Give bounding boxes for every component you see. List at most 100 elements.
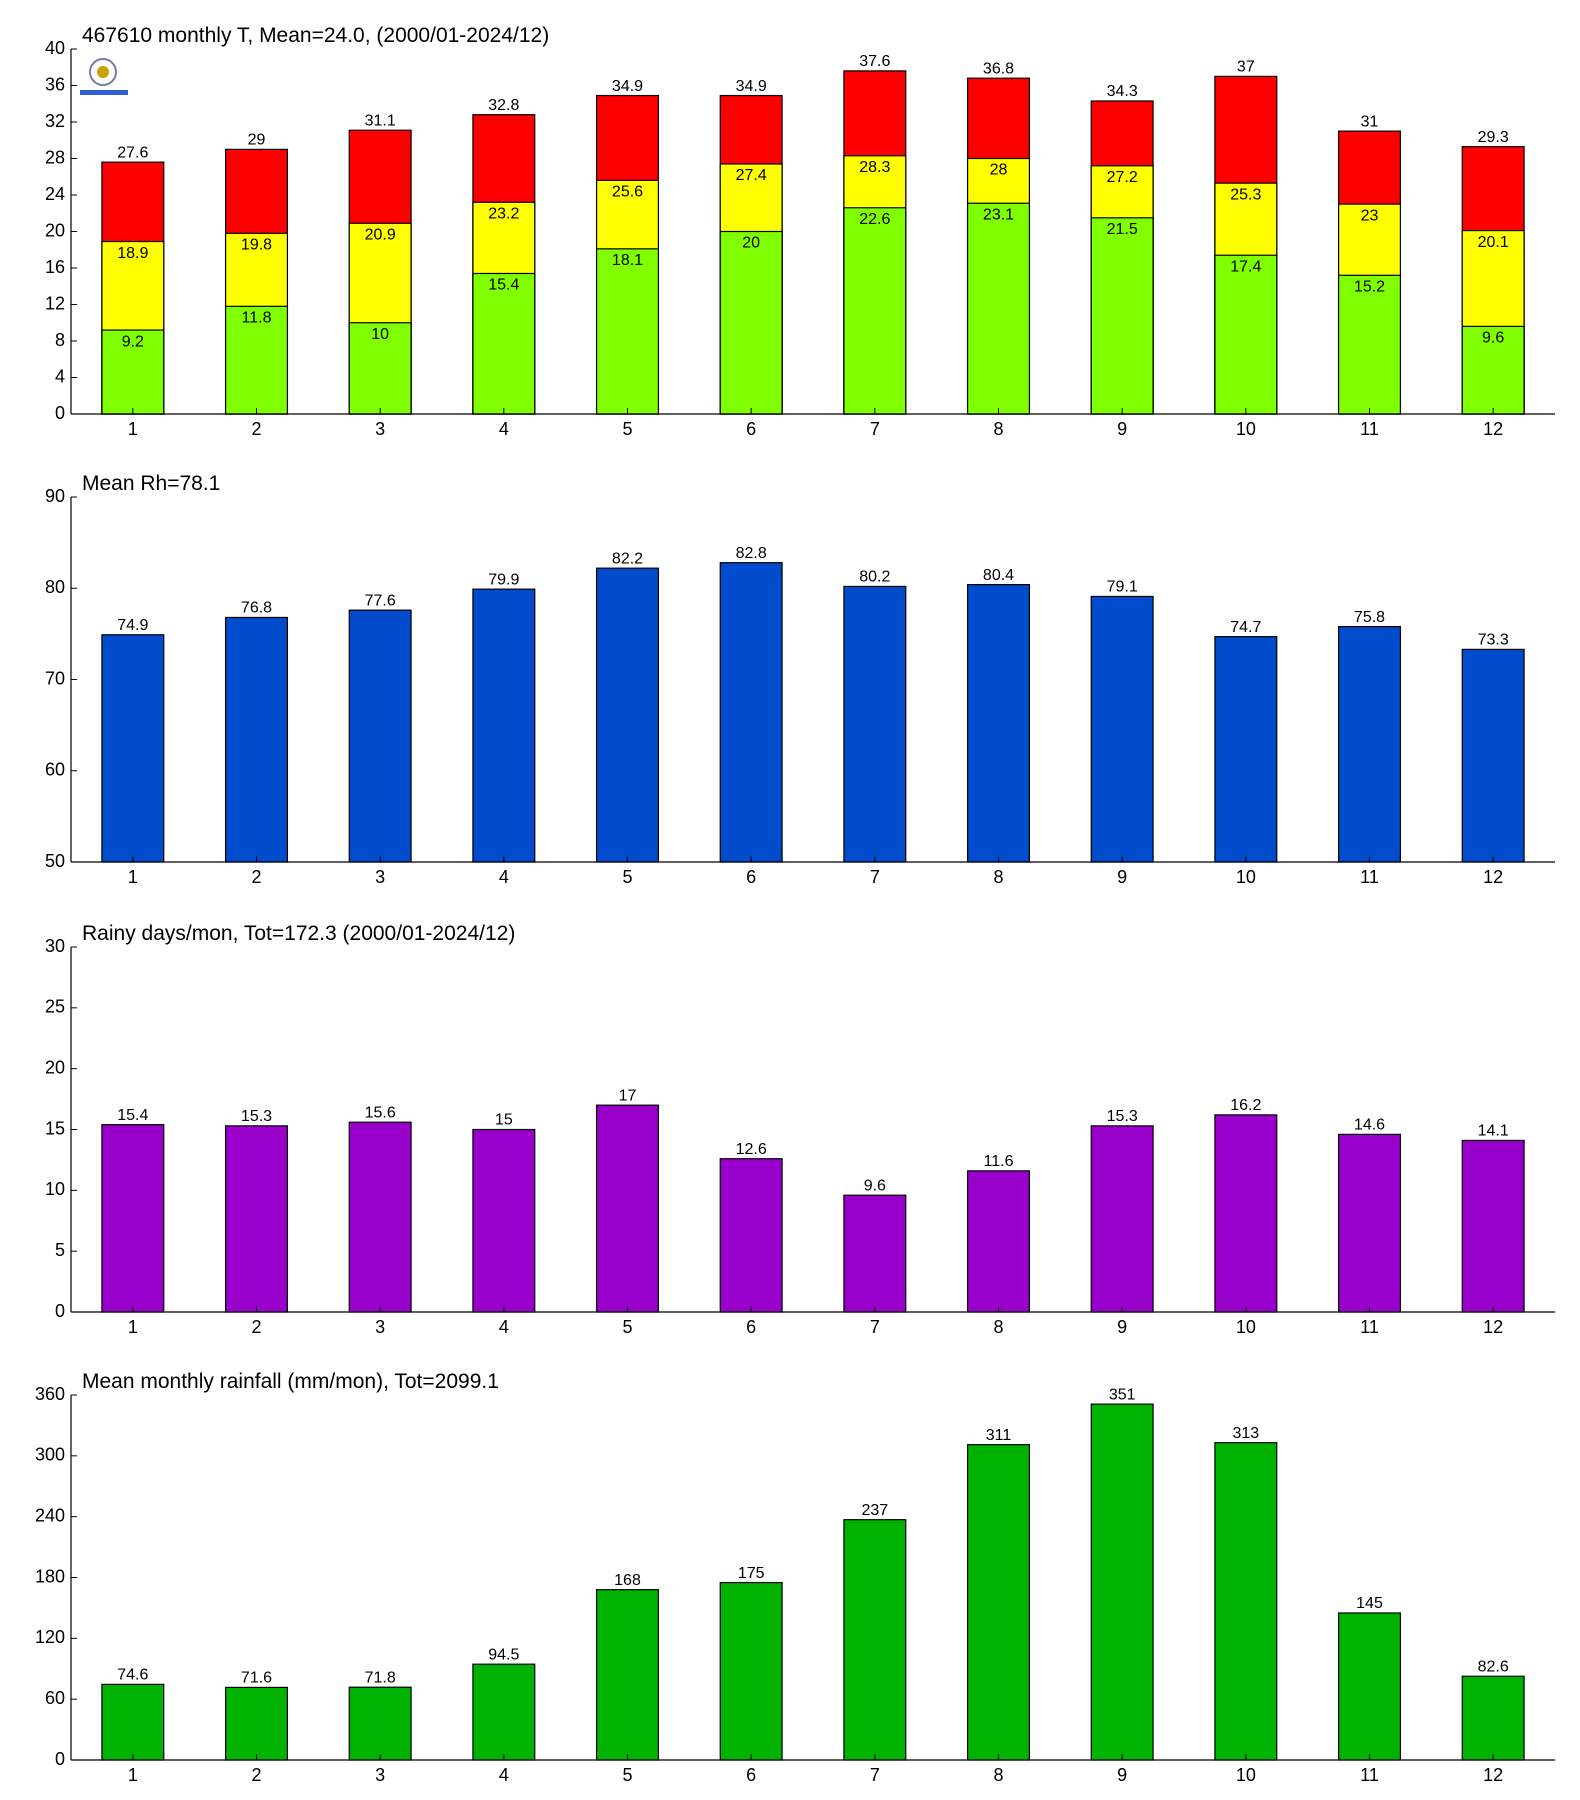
y-tick-label: 0 — [55, 1301, 65, 1321]
value-label: 168 — [614, 1572, 641, 1589]
value-label: 15.6 — [365, 1104, 396, 1121]
value-label: 75.8 — [1354, 609, 1385, 626]
x-tick-label: 11 — [1360, 419, 1379, 439]
value-label: 79.9 — [488, 571, 519, 588]
panel: 467610 monthly T, Mean=24.0, (2000/01-20… — [45, 24, 1555, 439]
value-label: 29 — [248, 132, 266, 149]
value-label: 15 — [495, 1112, 513, 1129]
y-tick-label: 30 — [45, 936, 65, 956]
y-tick-label: 36 — [45, 74, 65, 94]
bar — [1214, 1442, 1278, 1761]
x-tick-label: 6 — [746, 1317, 756, 1337]
bar — [719, 1158, 783, 1313]
value-label: 19.8 — [241, 237, 272, 254]
y-tick-label: 50 — [45, 851, 65, 871]
x-tick-label: 8 — [993, 1317, 1003, 1337]
x-tick-label: 3 — [375, 419, 385, 439]
value-label: 34.3 — [1107, 83, 1138, 100]
bar — [101, 634, 165, 863]
bar — [1214, 1114, 1278, 1313]
y-tick-label: 360 — [35, 1384, 65, 1404]
value-label: 31.1 — [365, 112, 396, 129]
bar — [966, 583, 1031, 863]
value-label: 14.6 — [1354, 1117, 1385, 1134]
bar — [101, 329, 165, 415]
bar — [1214, 636, 1278, 863]
value-label: 82.2 — [612, 550, 643, 567]
bar — [1337, 1133, 1402, 1313]
value-label: 29.3 — [1478, 129, 1509, 146]
logo — [80, 58, 128, 95]
value-label: 79.1 — [1107, 579, 1138, 596]
y-tick-label: 25 — [45, 997, 65, 1017]
bar — [1337, 1612, 1402, 1761]
x-tick-label: 10 — [1236, 867, 1256, 887]
y-tick-label: 70 — [45, 668, 65, 688]
y-tick-label: 40 — [45, 38, 65, 58]
y-tick-label: 5 — [55, 1240, 65, 1260]
y-tick-label: 240 — [35, 1505, 65, 1525]
x-tick-label: 2 — [251, 1765, 261, 1785]
x-tick-label: 3 — [375, 1317, 385, 1337]
x-tick-label: 1 — [128, 867, 138, 887]
chart-title: Mean Rh=78.1 — [82, 472, 220, 495]
bar — [1461, 648, 1525, 863]
x-tick-label: 11 — [1360, 867, 1379, 887]
y-tick-label: 60 — [45, 1688, 65, 1708]
bar — [843, 1519, 907, 1761]
value-label: 80.4 — [983, 567, 1014, 584]
bar — [348, 322, 412, 415]
value-label: 17 — [619, 1087, 637, 1104]
chart-title: 467610 monthly T, Mean=24.0, (2000/01-20… — [82, 24, 549, 47]
x-tick-label: 2 — [251, 1317, 261, 1337]
x-tick-label: 10 — [1236, 1317, 1256, 1337]
value-label: 175 — [738, 1565, 765, 1582]
x-tick-label: 5 — [622, 1765, 632, 1785]
x-tick-label: 1 — [128, 1317, 138, 1337]
x-tick-label: 9 — [1117, 1765, 1127, 1785]
value-label: 351 — [1109, 1386, 1136, 1403]
bar — [1337, 625, 1402, 863]
value-label: 37 — [1237, 59, 1255, 76]
x-tick-label: 3 — [375, 867, 385, 887]
x-tick-label: 9 — [1117, 419, 1127, 439]
bar — [224, 1125, 289, 1313]
bar — [1090, 217, 1154, 415]
value-label: 76.8 — [241, 600, 272, 617]
value-label: 15.4 — [117, 1107, 148, 1124]
value-label: 15.2 — [1354, 279, 1385, 296]
value-label: 27.6 — [117, 144, 148, 161]
bar — [472, 1128, 536, 1313]
value-label: 94.5 — [488, 1646, 519, 1663]
value-label: 82.6 — [1478, 1658, 1509, 1675]
value-label: 18.1 — [612, 252, 643, 269]
value-label: 15.4 — [488, 277, 519, 294]
value-label: 14.1 — [1478, 1123, 1509, 1140]
y-tick-label: 12 — [45, 293, 65, 313]
y-tick-label: 10 — [45, 1179, 65, 1199]
value-label: 32.8 — [488, 97, 519, 114]
y-tick-label: 16 — [45, 257, 65, 277]
value-label: 9.6 — [1482, 330, 1504, 347]
panel: Mean monthly rainfall (mm/mon), Tot=2099… — [35, 1370, 1555, 1785]
logo-center — [97, 66, 109, 78]
value-label: 73.3 — [1478, 632, 1509, 649]
y-tick-label: 300 — [35, 1445, 65, 1465]
x-tick-label: 6 — [746, 419, 756, 439]
value-label: 12.6 — [736, 1141, 767, 1158]
value-label: 25.6 — [612, 184, 643, 201]
value-label: 20 — [742, 235, 760, 252]
bar — [719, 230, 783, 415]
value-label: 10 — [371, 326, 389, 343]
x-tick-label: 11 — [1360, 1317, 1379, 1337]
value-label: 25.3 — [1230, 186, 1261, 203]
value-label: 20.1 — [1478, 234, 1509, 251]
value-label: 20.9 — [365, 227, 396, 244]
value-label: 34.9 — [736, 78, 767, 95]
value-label: 80.2 — [859, 569, 890, 586]
x-tick-label: 3 — [375, 1765, 385, 1785]
x-tick-label: 9 — [1117, 867, 1127, 887]
bar — [595, 567, 660, 863]
logo-mark — [80, 90, 128, 95]
bar — [348, 1121, 412, 1313]
